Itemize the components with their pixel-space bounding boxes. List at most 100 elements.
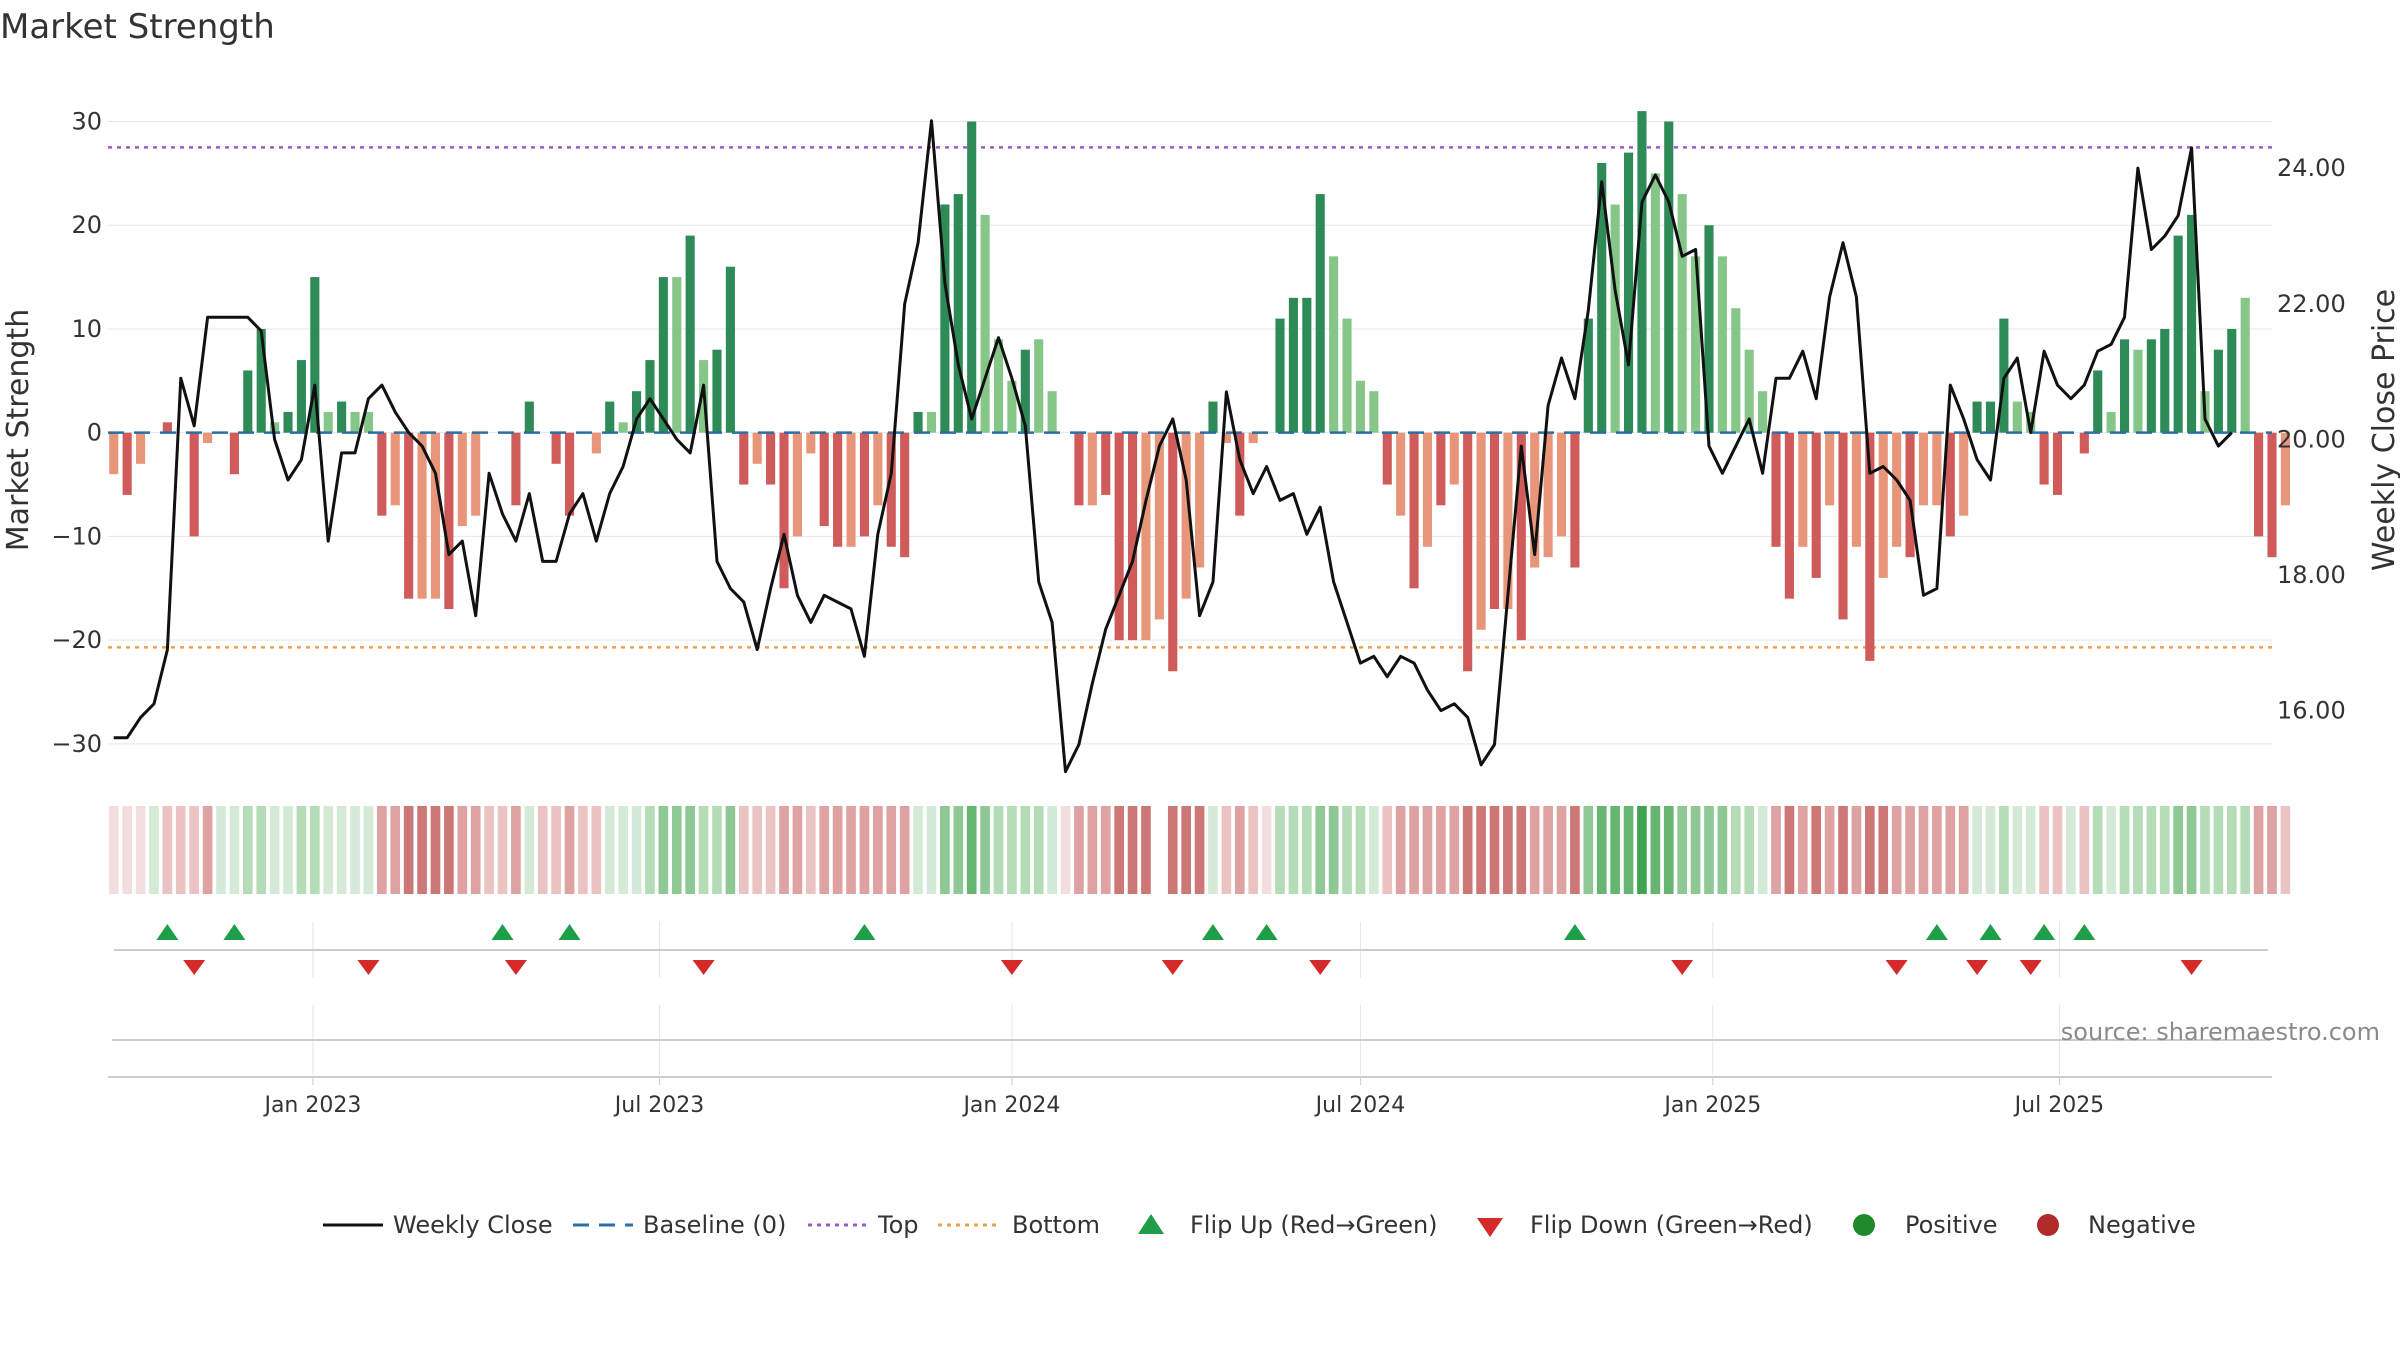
strength-bar [1436,432,1446,506]
legend-baseline: Baseline (0) [643,1211,786,1239]
heat-cell [2200,806,2210,894]
strength-bar [1181,432,1191,599]
heat-cell [1476,806,1486,894]
strength-bar [1114,432,1124,641]
flip-down-marker [2180,960,2203,975]
heat-cell [1328,806,1339,894]
heat-cell [564,806,575,894]
heat-cell [604,806,615,894]
strength-bar [1972,401,1982,433]
heat-cell [685,806,695,894]
flip-down-marker [2019,960,2042,975]
strength-bar [1784,432,1794,599]
heat-cell [738,806,749,894]
heat-cell [1074,806,1084,894]
heat-cell [484,806,494,894]
strength-bar [1516,432,1526,641]
flip-up-marker [558,924,581,940]
source-credit: source: sharemaestro.com [2061,1018,2380,1046]
strength-bar [2119,339,2130,433]
heat-cell [1610,806,1620,894]
flip-up-marker [2033,924,2056,940]
strength-bar [256,328,266,433]
strength-bar [1288,297,1298,433]
strength-bar [752,432,762,464]
legend-top: Top [877,1211,919,1239]
flip-down-marker [1671,960,1694,975]
strength-bar [1945,432,1955,537]
strength-bar [1369,391,1379,433]
strength-bar [1597,162,1607,433]
strength-bar [1744,349,1754,433]
strength-bar [993,339,1004,433]
strength-bar [591,432,601,454]
heat-cell [1556,806,1567,894]
heat-cell [189,806,200,894]
heat-cell [1315,806,1326,894]
heat-cell [805,806,816,894]
strength-bar [1315,194,1325,433]
heat-cell [2092,806,2103,894]
flip-up-marker [156,924,179,940]
heat-cell [403,806,414,894]
heat-cell [1047,806,1057,894]
heat-cell [631,806,642,894]
flip-up-marker [1925,924,1948,940]
heat-cell [1395,806,1406,894]
heat-cell [269,806,280,894]
heat-cell [296,806,307,894]
legend-weekly-close: Weekly Close [393,1211,553,1239]
flip-down-marker [357,960,380,975]
flip-up-marker [1255,924,1278,940]
strength-bar [2133,349,2143,433]
strength-bar [1677,194,1687,433]
heat-cell [2025,806,2036,894]
strength-bar [980,214,990,433]
x-tick-label: Jan 2023 [262,1093,361,1118]
strength-bar [417,432,427,599]
strength-bar [1583,318,1593,433]
heat-cell [551,806,561,894]
strength-bar [2187,214,2197,433]
strength-bar [1382,432,1392,485]
weekly-close-line [113,119,2233,774]
flip-up-marker [1979,924,2002,940]
heat-cell [417,806,427,894]
strength-bar [859,432,870,537]
heat-cell [1248,806,1259,894]
heat-cell [2213,806,2224,894]
strength-bar [967,121,977,433]
strength-bar [430,432,441,599]
heat-cell [1275,806,1285,894]
heat-cell [1865,806,1875,894]
strength-bar [725,266,735,433]
heat-cell [2146,806,2157,894]
strength-bar [1087,432,1097,506]
y-axis-label: Market Strength [1,309,36,551]
heat-cell [591,806,602,894]
heat-cell [779,806,789,894]
flip-down-marker [692,960,715,975]
heat-cell [430,806,441,894]
strength-bar [645,360,655,433]
strength-bar [2254,432,2264,537]
strength-bar [1878,432,1888,578]
heat-cell [1838,806,1848,894]
heat-cell [363,806,374,894]
heat-cell [859,806,870,894]
heat-cell [1543,806,1553,894]
heat-cell [122,806,132,894]
strength-bar [524,401,534,433]
heat-cell [1181,806,1191,894]
strength-bar [792,432,802,537]
strength-bar [135,432,146,464]
strength-bar [900,432,910,558]
heat-cell [2133,806,2143,894]
strength-bar [1047,391,1057,433]
heat-cell [1945,806,1956,894]
heat-cell [1570,806,1580,894]
heat-cell [2173,806,2183,894]
legend-negative: Negative [2088,1211,2196,1239]
strength-bar [1610,204,1620,433]
strength-bar [2267,432,2277,558]
